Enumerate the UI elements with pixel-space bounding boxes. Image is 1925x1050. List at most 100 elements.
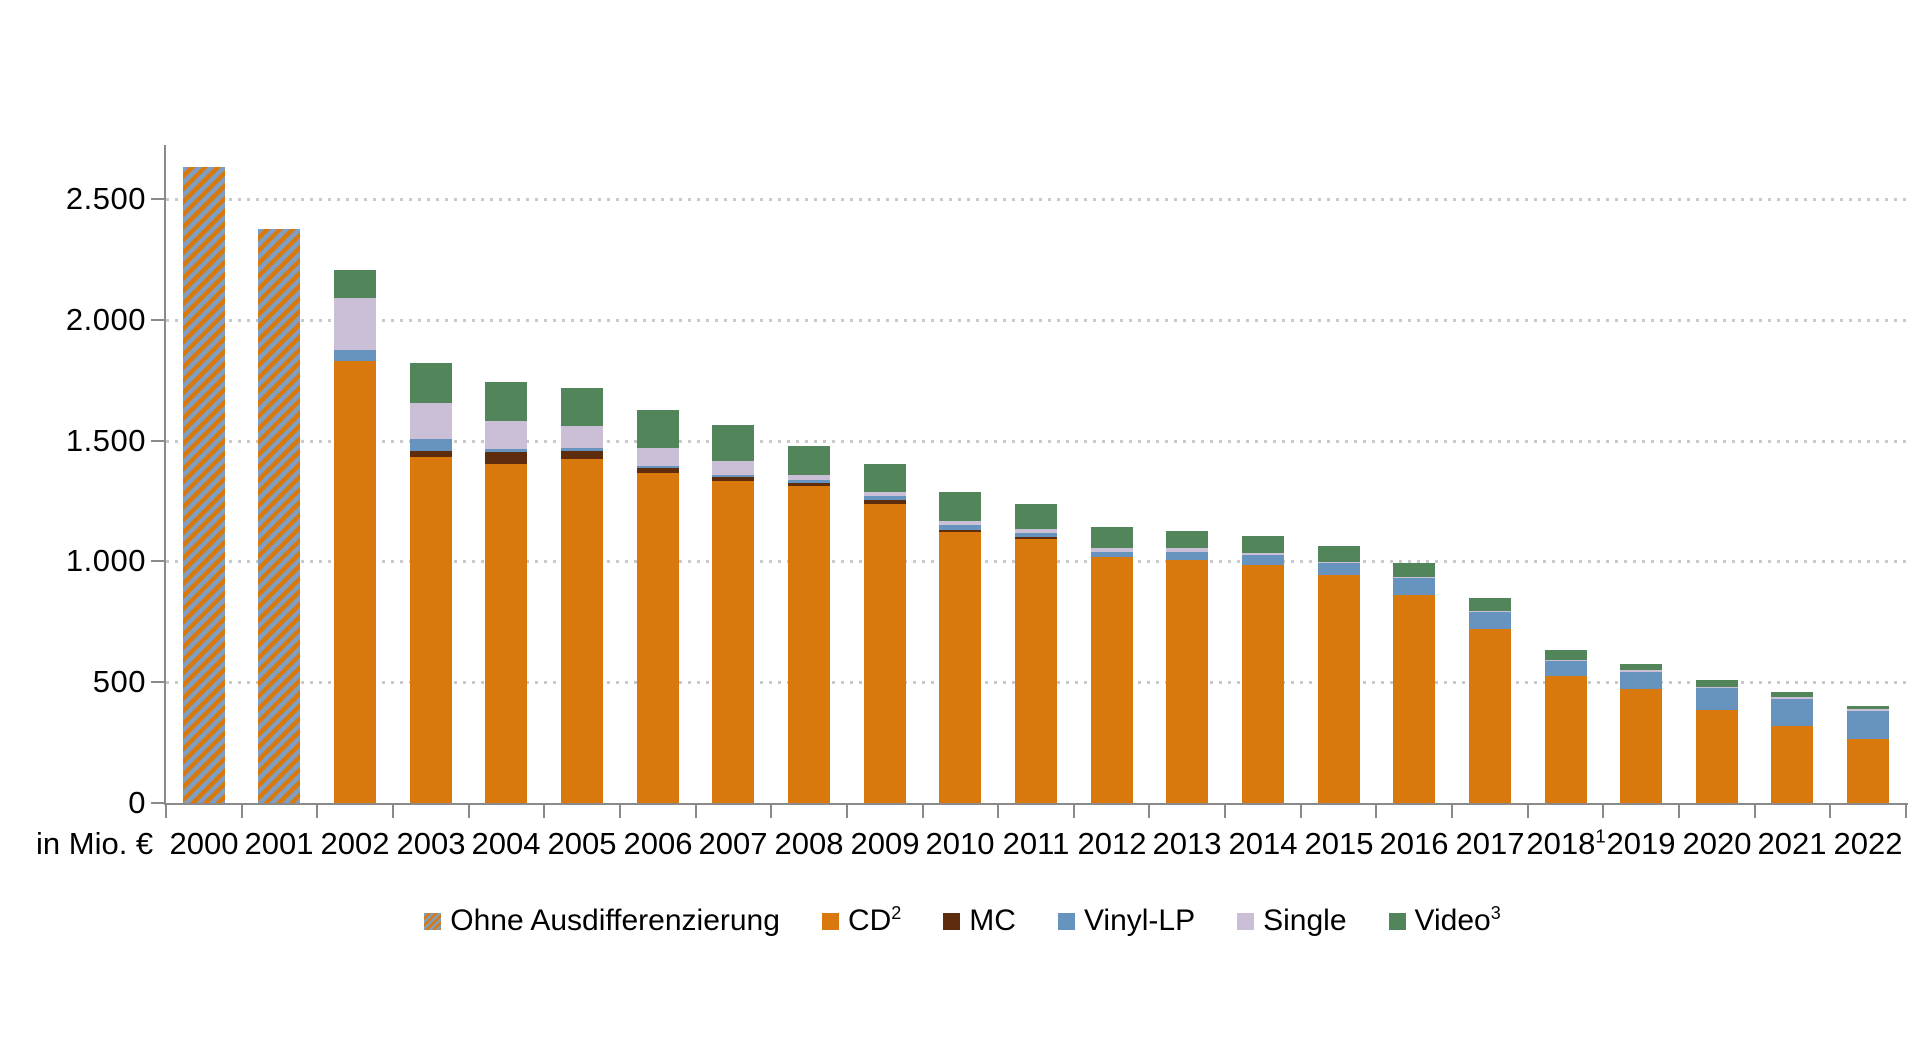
bar-segment-2006-mc [637, 468, 679, 473]
bar-segment-2008-vinyl-lp [788, 480, 830, 483]
bar-segment-2004-cd [485, 464, 527, 803]
x-axis-label-2020: 2020 [1682, 826, 1752, 861]
legend-swatch [1388, 912, 1406, 930]
x-tick-mark [1678, 805, 1680, 818]
bar-segment-2016-cd [1393, 595, 1435, 803]
bar-segment-2003-mc [410, 451, 452, 457]
bar-segment-2014-video [1242, 536, 1284, 553]
bar-segment-2002-vinyl-lp [334, 350, 376, 361]
x-tick-mark [241, 805, 243, 818]
y-tick-mark [151, 560, 164, 562]
bar-segment-2007-single [712, 461, 754, 475]
legend-label: Vinyl-LP [1083, 904, 1196, 937]
bar-segment-2005-cd [561, 459, 603, 803]
bar-segment-2019-video [1620, 664, 1662, 670]
x-axis-label-2013: 2013 [1152, 826, 1222, 861]
bar-segment-2002-cd [334, 361, 376, 803]
bar-segment-2011-single [1015, 529, 1057, 533]
gridline [166, 440, 1906, 443]
bar-segment-2018-video [1545, 650, 1587, 660]
bar-segment-2006-vinyl-lp [637, 466, 679, 468]
x-tick-mark [1148, 805, 1150, 818]
bar-segment-2007-video [712, 425, 754, 461]
bar-segment-2009-cd [864, 504, 906, 803]
legend-item-ohne-ausdifferenzierung: Ohne Ausdifferenzierung [424, 903, 780, 939]
x-axis-label-2019: 2019 [1606, 826, 1676, 861]
legend-swatch [424, 912, 442, 930]
x-axis-label-2017: 2017 [1455, 826, 1525, 861]
x-axis-label-2016: 2016 [1379, 826, 1449, 861]
legend-item-single: Single [1237, 903, 1347, 939]
bar-segment-2020-single [1696, 687, 1738, 688]
legend-item-vinyl-lp: Vinyl-LP [1057, 903, 1196, 939]
bar-segment-2018-single [1545, 660, 1587, 661]
y-tick-label: 2.500 [65, 181, 146, 216]
bar-segment-2017-video [1469, 598, 1511, 611]
x-tick-mark [392, 805, 394, 818]
x-tick-mark [165, 805, 167, 818]
bar-segment-2001-ohne-ausdifferenzierung [258, 229, 300, 803]
bar-segment-2004-mc [485, 452, 527, 464]
legend-swatch [943, 912, 961, 930]
x-axis-label-2018: 20181 [1526, 825, 1606, 861]
bar-segment-2000-ohne-ausdifferenzierung [183, 167, 225, 803]
bar-segment-2018-vinyl-lp [1545, 661, 1587, 676]
legend-label: CD2 [847, 903, 902, 937]
bar-segment-2019-cd [1620, 689, 1662, 803]
x-tick-mark [543, 805, 545, 818]
x-tick-mark [770, 805, 772, 818]
bar-segment-2007-cd [712, 481, 754, 803]
bar-segment-2020-video [1696, 680, 1738, 687]
y-tick-label: 500 [92, 664, 146, 699]
bar-segment-2012-video [1091, 527, 1133, 548]
bar-segment-2008-mc [788, 483, 830, 486]
y-tick-mark [151, 440, 164, 442]
x-axis-label-2004: 2004 [471, 826, 541, 861]
bar-segment-2002-video [334, 270, 376, 298]
legend-label: Single [1263, 904, 1347, 937]
x-axis-label-2009: 2009 [850, 826, 920, 861]
bar-segment-2003-single [410, 403, 452, 439]
x-axis-label-2005: 2005 [547, 826, 617, 861]
bar-segment-2008-single [788, 475, 830, 480]
bar-segment-2004-vinyl-lp [485, 449, 527, 452]
x-axis-label-2011: 2011 [1002, 826, 1070, 861]
bar-segment-2017-cd [1469, 629, 1511, 803]
bar-segment-2021-cd [1771, 726, 1813, 803]
bar-segment-2021-single [1771, 697, 1813, 699]
bar-segment-2016-video [1393, 563, 1435, 577]
x-tick-mark [1602, 805, 1604, 818]
x-tick-mark [1375, 805, 1377, 818]
bar-segment-2022-vinyl-lp [1847, 711, 1889, 739]
bar-segment-2010-mc [939, 530, 981, 532]
x-axis-label-2012: 2012 [1077, 826, 1147, 861]
bar-segment-2015-cd [1318, 575, 1360, 803]
bar-segment-2015-video [1318, 546, 1360, 562]
y-tick-mark [151, 198, 164, 200]
x-axis-label-2001: 2001 [244, 826, 314, 861]
bar-segment-2009-video [864, 464, 906, 492]
y-axis-line [164, 145, 166, 805]
bar-segment-2005-mc [561, 451, 603, 459]
x-axis-label-2007: 2007 [698, 826, 768, 861]
bar-segment-2015-vinyl-lp [1318, 563, 1360, 575]
bar-segment-2014-single [1242, 553, 1284, 555]
bar-segment-2011-video [1015, 504, 1057, 529]
y-tick-mark [151, 319, 164, 321]
bar-segment-2013-single [1166, 548, 1208, 552]
bar-segment-2006-single [637, 448, 679, 466]
bar-segment-2003-cd [410, 457, 452, 803]
x-axis-label-2021: 2021 [1757, 826, 1827, 861]
x-tick-mark [846, 805, 848, 818]
x-axis-label-2006: 2006 [623, 826, 693, 861]
bar-segment-2011-vinyl-lp [1015, 533, 1057, 537]
y-tick-label: 1.000 [65, 543, 146, 578]
y-tick-mark [151, 802, 164, 804]
bar-segment-2019-single [1620, 670, 1662, 672]
bar-segment-2014-vinyl-lp [1242, 555, 1284, 565]
legend-label: Ohne Ausdifferenzierung [450, 904, 780, 937]
bar-segment-2010-vinyl-lp [939, 525, 981, 530]
bar-segment-2009-mc [864, 500, 906, 504]
bar-segment-2011-mc [1015, 537, 1057, 539]
